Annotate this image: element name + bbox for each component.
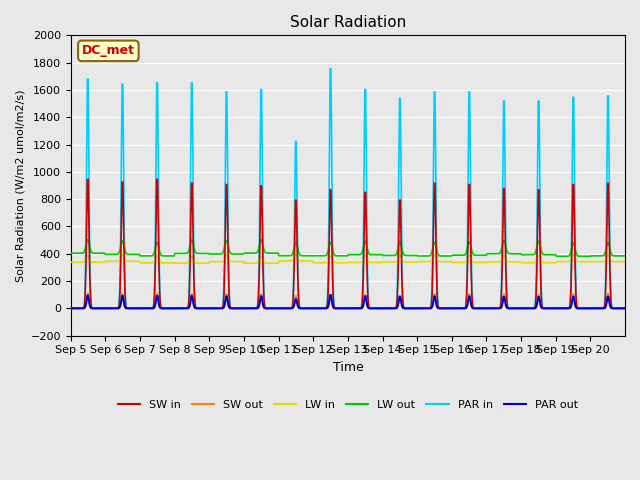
Text: DC_met: DC_met	[82, 44, 135, 57]
Y-axis label: Solar Radiation (W/m2 umol/m2/s): Solar Radiation (W/m2 umol/m2/s)	[15, 89, 25, 282]
X-axis label: Time: Time	[333, 361, 364, 374]
Legend: SW in, SW out, LW in, LW out, PAR in, PAR out: SW in, SW out, LW in, LW out, PAR in, PA…	[113, 395, 582, 414]
Title: Solar Radiation: Solar Radiation	[290, 15, 406, 30]
